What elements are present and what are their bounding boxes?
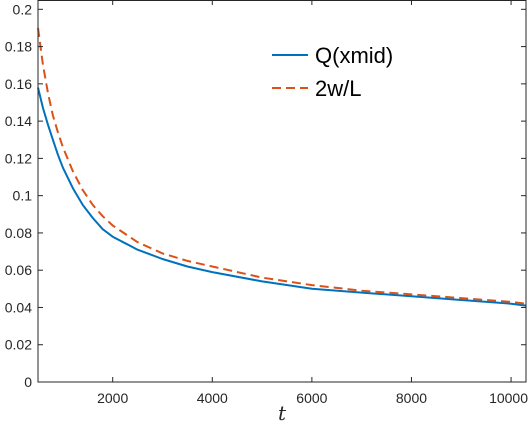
y-tick-label: 0.14 (5, 113, 32, 129)
series-layer (37, 27, 527, 307)
legend-label-1: Q(xmid) (315, 43, 393, 68)
x-tick-label: 4000 (197, 390, 228, 406)
axis-layer: 0 0.02 0.04 0.06 0.08 0.1 0.12 0.14 0.16 0.18 0.2 2… (5, 0, 528, 406)
y-tick-label: 0 (24, 374, 32, 390)
x-axis-label: t (278, 401, 287, 425)
x-tick-label: 10000 (489, 390, 528, 406)
y-tick-label: 0.04 (5, 299, 32, 315)
y-tick-label: 0.12 (5, 150, 32, 166)
y-tick-label: 0.1 (13, 188, 33, 204)
series-line-1 (37, 87, 527, 307)
y-tick-label: 0.06 (5, 262, 32, 278)
y-tick-label: 0.18 (5, 39, 32, 55)
x-tick-label: 2000 (97, 390, 128, 406)
legend-label-2: 2w/L (315, 76, 361, 101)
plot-area (38, 0, 526, 382)
x-tick-label: 6000 (296, 390, 327, 406)
legend: Q(xmid) 2w/L (272, 43, 393, 101)
axes-box (37, 0, 527, 383)
x-tick-label: 8000 (396, 390, 427, 406)
y-tick-label: 0.16 (5, 76, 32, 92)
y-tick-label: 0.08 (5, 225, 32, 241)
y-tick-label: 0.2 (13, 1, 33, 17)
series-line-2 (37, 27, 527, 305)
y-tick-label: 0.02 (5, 337, 32, 353)
